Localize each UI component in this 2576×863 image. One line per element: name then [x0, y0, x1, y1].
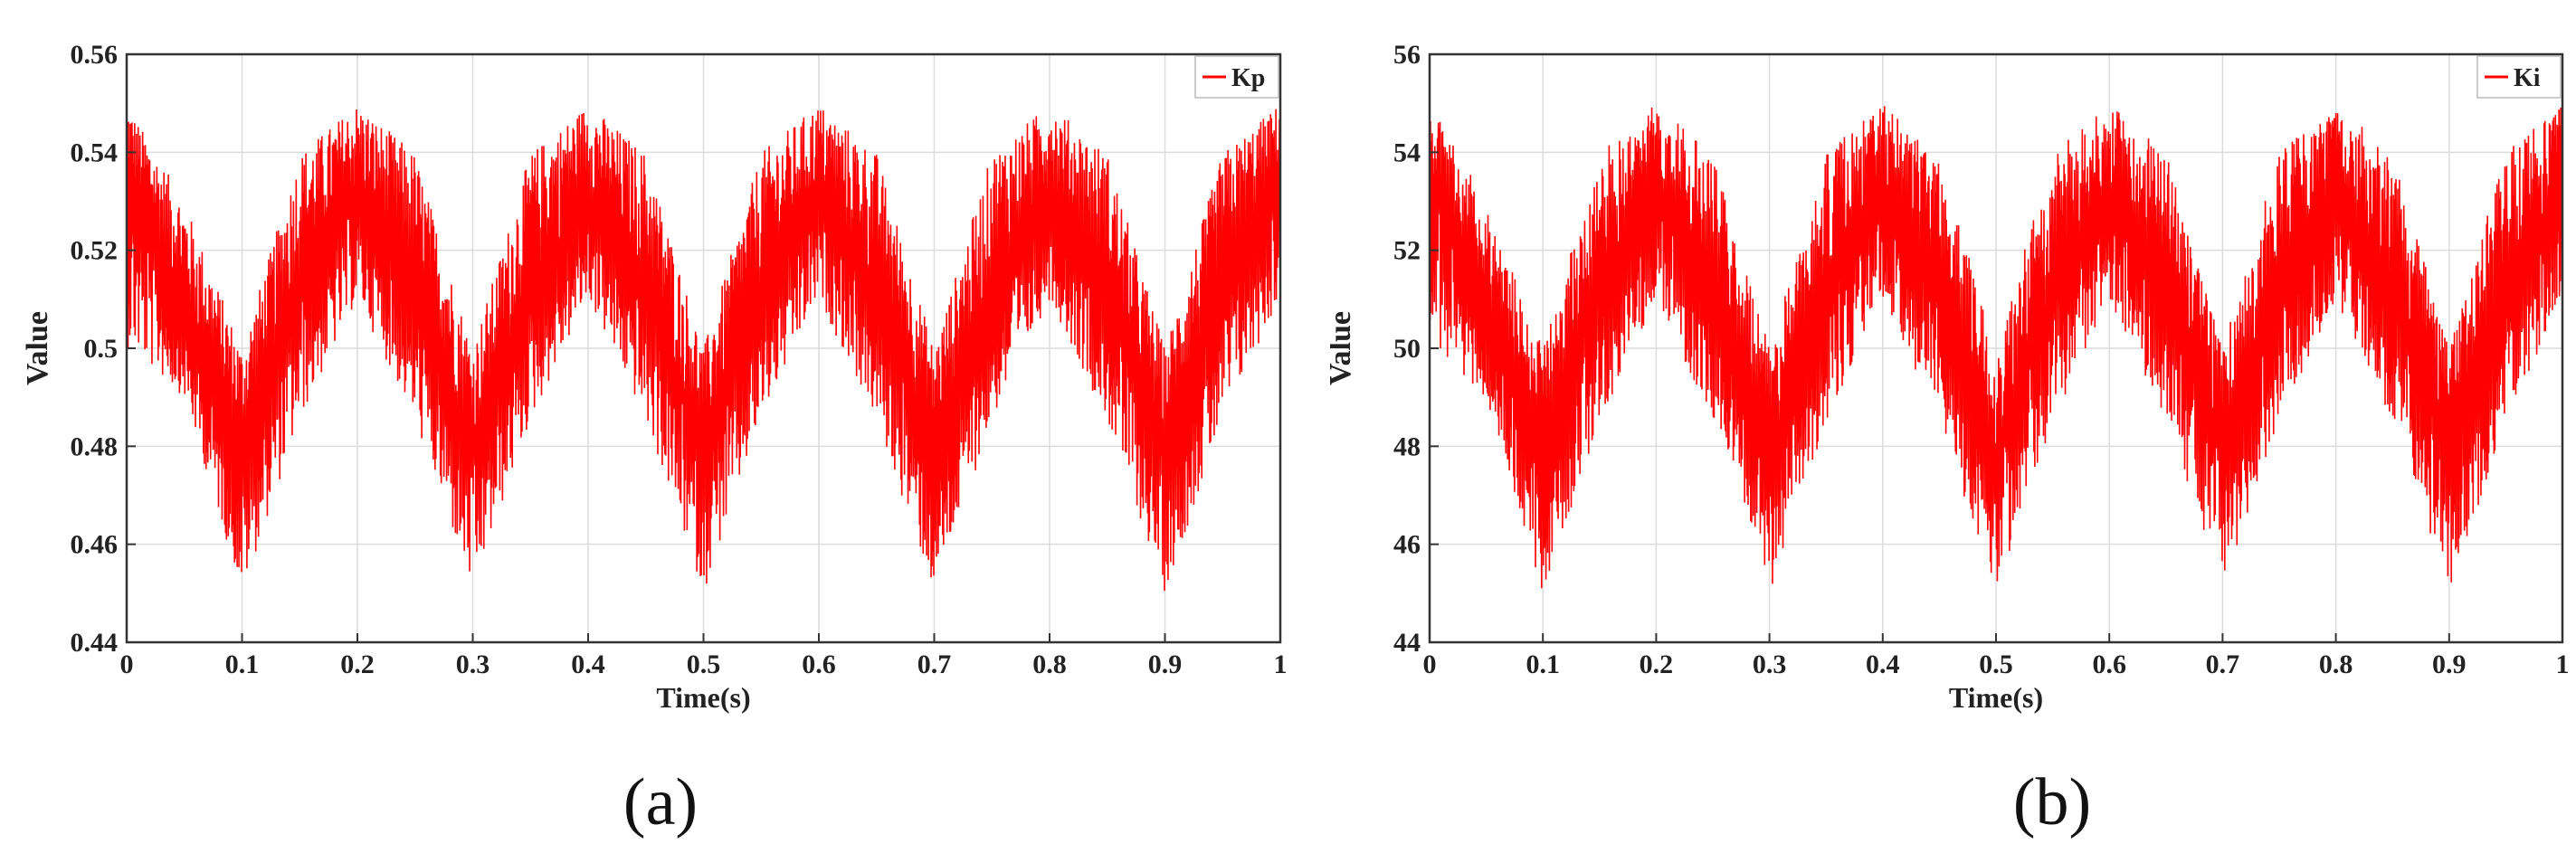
y-tick-label: 0.52	[71, 236, 119, 266]
series-line-kp	[126, 109, 1281, 592]
x-tick-label: 1	[2556, 650, 2570, 679]
chart-kp: 0 0.1 0.2 0.3 0.4 0.5 0.6 0.7 0.8 0.9 1 0.44 0.46 0.4…	[21, 40, 1288, 714]
x-tick-label: 0.7	[2206, 650, 2240, 679]
x-tick-label: 0.9	[1148, 650, 1183, 679]
chart-ki: 0 0.1 0.2 0.3 0.4 0.5 0.6 0.7 0.8 0.9 1 44 46 48 50 52 5…	[1330, 40, 2570, 714]
x-tick-label: 0.9	[2432, 650, 2467, 679]
x-tick-label: 0.2	[340, 650, 375, 679]
y-tick-label: 0.5	[84, 334, 119, 364]
y-tick-label: 54	[1393, 138, 1421, 167]
legend-label: Ki	[2514, 64, 2541, 92]
legend-label: Kp	[1231, 64, 1265, 92]
x-tick-label: 0.2	[1640, 650, 1674, 679]
caption-b: (b)	[2012, 765, 2092, 839]
y-axis-label: Value	[1330, 311, 1357, 385]
x-tick-label: 0.4	[1866, 650, 1900, 679]
x-tick-label: 0.8	[2319, 650, 2353, 679]
x-tick-label: 0.8	[1032, 650, 1067, 679]
y-tick-label: 0.48	[71, 432, 119, 461]
y-tick-label: 0.56	[71, 40, 119, 70]
chart-panel-b: 0 0.1 0.2 0.3 0.4 0.5 0.6 0.7 0.8 0.9 1 44 46 48 50 52 5…	[1330, 0, 2576, 863]
x-tick-label: 0.6	[802, 650, 836, 679]
x-axis-label: Time(s)	[1949, 681, 2043, 714]
x-tick-label: 0.1	[225, 650, 260, 679]
y-tick-label: 0.46	[71, 530, 119, 560]
y-tick-label: 50	[1393, 334, 1421, 364]
y-tick-label: 0.54	[71, 138, 119, 167]
x-tick-label: 0.4	[571, 650, 605, 679]
series-line-ki	[1429, 106, 2563, 589]
y-tick-label: 52	[1393, 236, 1421, 266]
x-tick-label: 0.5	[1979, 650, 2013, 679]
y-tick-label: 0.44	[71, 628, 119, 658]
x-tick-label: 0.3	[1753, 650, 1787, 679]
x-axis-label: Time(s)	[656, 681, 750, 714]
legend	[2476, 55, 2562, 99]
x-tick-label: 1	[1274, 650, 1288, 679]
y-tick-label: 46	[1393, 530, 1421, 560]
x-tick-label: 0.5	[687, 650, 721, 679]
chart-panel-a: 0 0.1 0.2 0.3 0.4 0.5 0.6 0.7 0.8 0.9 1 0.44 0.46 0.4…	[21, 40, 1288, 839]
x-tick-label: 0.3	[456, 650, 490, 679]
y-tick-label: 56	[1393, 40, 1421, 70]
y-axis-label: Value	[21, 311, 54, 385]
y-tick-label: 48	[1393, 432, 1421, 461]
y-tick-label: 44	[1393, 628, 1421, 658]
x-tick-label: 0.6	[2092, 650, 2126, 679]
x-tick-label: 0	[1423, 650, 1437, 679]
caption-a: (a)	[623, 765, 699, 839]
x-tick-label: 0.1	[1526, 650, 1560, 679]
x-tick-label: 0.7	[917, 650, 952, 679]
x-tick-label: 0	[120, 650, 134, 679]
